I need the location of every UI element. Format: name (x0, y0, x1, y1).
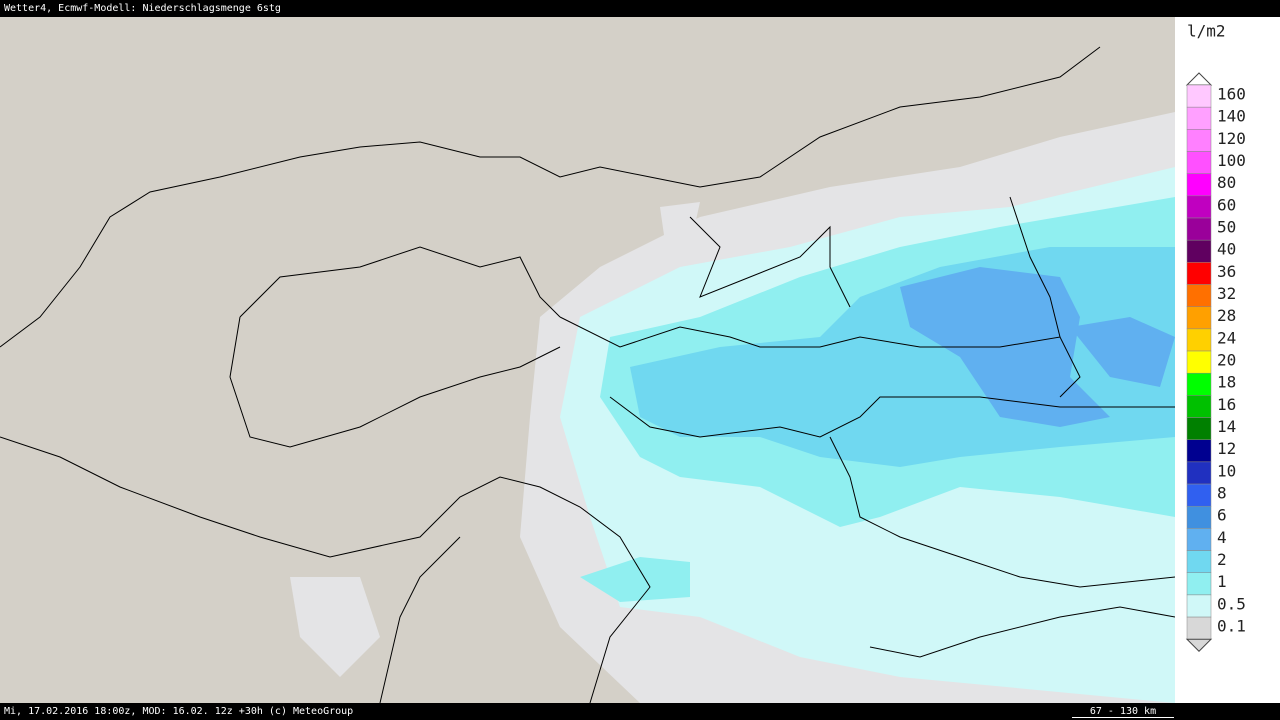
legend-swatch (1186, 439, 1212, 463)
legend-label: 32 (1217, 284, 1236, 303)
map-title: Wetter4, Ecmwf-Modell: Niederschlagsmeng… (4, 3, 281, 14)
legend-swatch (1186, 350, 1212, 374)
legend-label: 1 (1217, 572, 1227, 591)
legend-label: 100 (1217, 151, 1246, 170)
legend-label: 0.5 (1217, 594, 1246, 613)
legend-swatch (1186, 505, 1212, 529)
legend-swatch (1186, 151, 1212, 174)
legend-label: 60 (1217, 195, 1236, 214)
legend-bottom-arrow (1185, 638, 1213, 652)
legend-unit: l/m2 (1187, 22, 1226, 41)
legend-swatch (1186, 461, 1212, 485)
footer-text: Mi, 17.02.2016 18:00z, MOD: 16.02. 12z +… (4, 706, 354, 717)
legend-swatch (1186, 372, 1212, 396)
legend-label: 140 (1217, 107, 1246, 126)
legend: l/m2 16014012010080605040363228242018161… (1185, 22, 1246, 652)
legend-swatch (1186, 217, 1212, 241)
legend-label: 50 (1217, 218, 1236, 237)
legend-label: 36 (1217, 262, 1236, 281)
legend-label: 20 (1217, 351, 1236, 370)
footer-bar: Mi, 17.02.2016 18:00z, MOD: 16.02. 12z +… (0, 703, 1280, 720)
legend-label: 14 (1217, 417, 1236, 436)
legend-label: 2 (1217, 550, 1227, 569)
legend-swatch (1186, 550, 1212, 573)
legend-swatch (1186, 239, 1212, 263)
legend-swatch (1186, 483, 1212, 507)
legend-swatch (1186, 173, 1212, 197)
borders (0, 46, 1175, 703)
legend-label: 12 (1217, 439, 1236, 458)
legend-swatch (1186, 129, 1212, 152)
header-bar: Wetter4, Ecmwf-Modell: Niederschlagsmeng… (0, 0, 1280, 17)
legend-swatch (1186, 395, 1212, 418)
legend-swatch (1186, 195, 1212, 219)
legend-label: 120 (1217, 129, 1246, 148)
legend-label: 18 (1217, 373, 1236, 392)
legend-label: 0.1 (1217, 617, 1246, 636)
scale-bar: 67 - 130 km (1072, 703, 1174, 718)
legend-swatch (1186, 572, 1212, 596)
legend-swatch (1186, 84, 1212, 108)
legend-top-arrow (1185, 72, 1213, 86)
legend-label: 16 (1217, 395, 1236, 414)
legend-swatch (1186, 417, 1212, 440)
legend-label: 4 (1217, 528, 1227, 547)
precip-4 (900, 267, 1175, 427)
legend-label: 40 (1217, 240, 1236, 259)
legend-swatch (1186, 284, 1212, 307)
legend-label: 80 (1217, 173, 1236, 192)
legend-swatch (1186, 528, 1212, 551)
legend-label: 10 (1217, 461, 1236, 480)
legend-scale: 1601401201008060504036322824201816141210… (1185, 84, 1246, 652)
legend-label: 24 (1217, 328, 1236, 347)
legend-label: 6 (1217, 506, 1227, 525)
legend-swatch (1186, 306, 1212, 330)
legend-label: 160 (1217, 85, 1246, 104)
legend-swatch (1186, 106, 1212, 130)
map (0, 17, 1175, 703)
legend-swatch (1186, 594, 1212, 618)
legend-swatch (1186, 616, 1212, 640)
legend-swatch (1186, 262, 1212, 285)
legend-label: 8 (1217, 484, 1227, 503)
legend-label: 28 (1217, 306, 1236, 325)
legend-swatch (1186, 328, 1212, 352)
